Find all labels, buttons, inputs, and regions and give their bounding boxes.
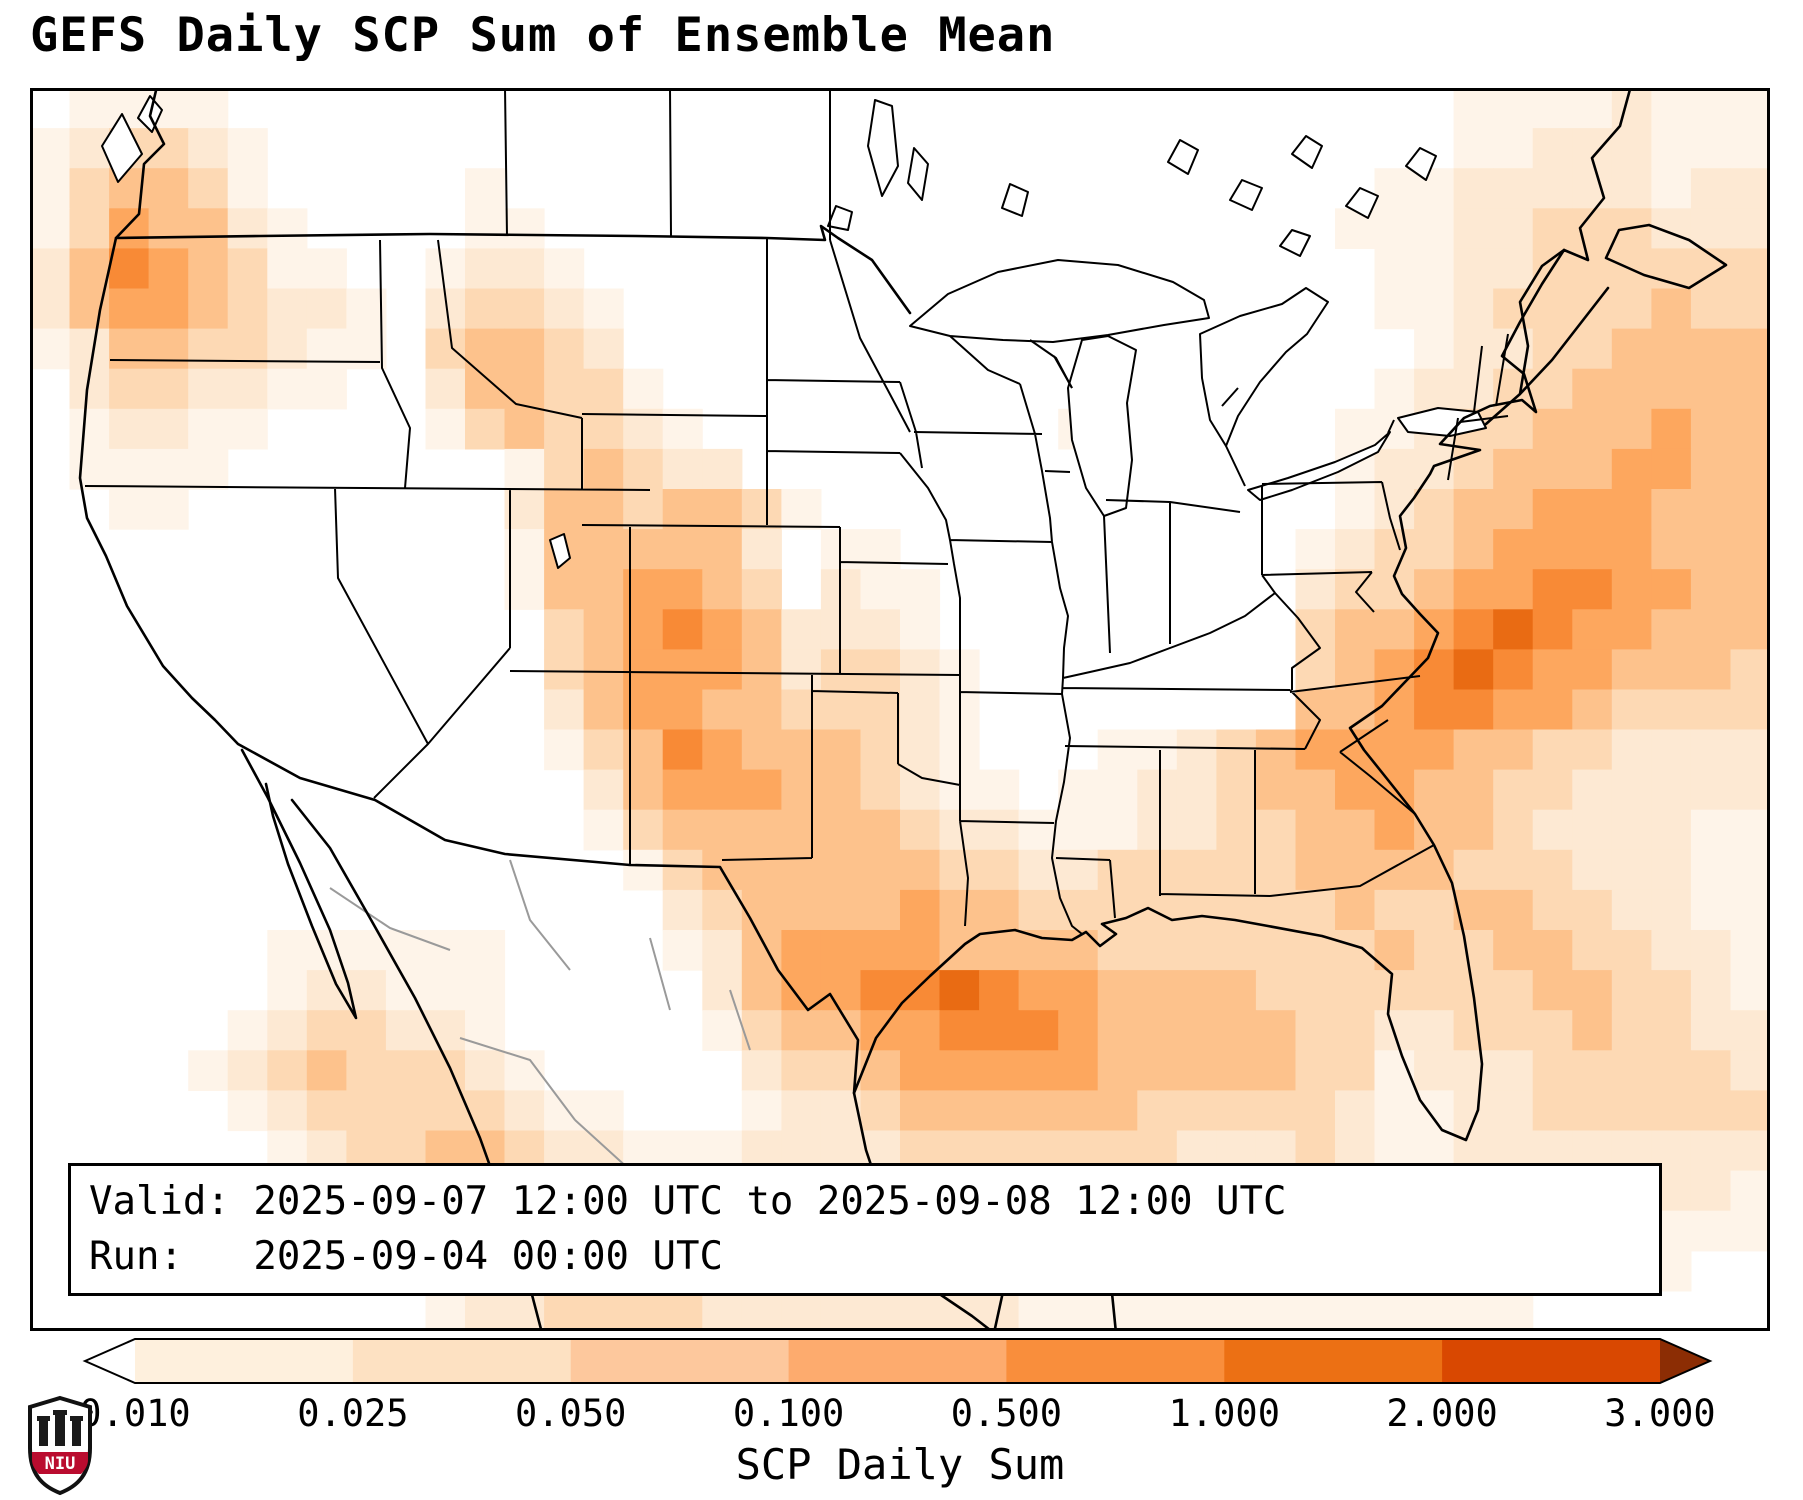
lakes-outline bbox=[549, 259, 1487, 569]
chart-title: GEFS Daily SCP Sum of Ensemble Mean bbox=[30, 8, 1056, 63]
coastlines bbox=[78, 88, 1728, 1331]
canadian-lakes bbox=[827, 99, 1437, 257]
map-frame bbox=[30, 88, 1770, 1331]
heatmap-layer bbox=[30, 88, 1770, 1331]
us-canada-border bbox=[114, 224, 1610, 426]
colorbar-tick-label: 0.050 bbox=[514, 1392, 627, 1435]
map-area: Valid: 2025-09-07 12:00 UTC to 2025-09-0… bbox=[30, 88, 1770, 1331]
colorbar-tick-label: 2.000 bbox=[1386, 1392, 1498, 1435]
colorbar-ticks: 0.010 0.025 0.050 0.100 0.500 1.000 2.000 3.000 bbox=[30, 1392, 1770, 1438]
colorbar-label: SCP Daily Sum bbox=[735, 1440, 1065, 1489]
colorbar-tick-label: 1.000 bbox=[1168, 1392, 1280, 1435]
colorbar bbox=[82, 1338, 1713, 1384]
colorbar-tick-label: 3.000 bbox=[1604, 1392, 1716, 1435]
na-coastline bbox=[78, 88, 1632, 1142]
logo-text: NIU bbox=[45, 1454, 76, 1474]
colorbar-body bbox=[85, 1339, 1710, 1383]
vancouver-islands bbox=[101, 95, 163, 183]
castle-icon bbox=[37, 1410, 83, 1446]
run-line: Run: 2025-09-04 00:00 UTC bbox=[89, 1234, 723, 1280]
colorbar-tick-label: 0.010 bbox=[79, 1392, 191, 1435]
state-lines bbox=[84, 88, 1509, 935]
colorbar-tick-label: 0.025 bbox=[297, 1392, 409, 1435]
nova-scotia bbox=[1604, 223, 1728, 290]
colorbar-tick-label: 0.100 bbox=[732, 1392, 845, 1435]
state-borders bbox=[84, 88, 1509, 935]
colorbar-tick-label: 0.500 bbox=[950, 1392, 1063, 1435]
niu-logo: NIU bbox=[24, 1394, 96, 1496]
mexico-coast bbox=[240, 748, 1118, 1331]
valid-line: Valid: 2025-09-07 12:00 UTC to 2025-09-0… bbox=[89, 1179, 1287, 1224]
logo-band bbox=[32, 1452, 88, 1474]
colorbar-outline bbox=[82, 1338, 1713, 1384]
validity-box: Valid: 2025-09-07 12:00 UTC to 2025-09-0… bbox=[68, 1163, 1662, 1296]
conus-map-svg bbox=[30, 88, 1770, 1331]
